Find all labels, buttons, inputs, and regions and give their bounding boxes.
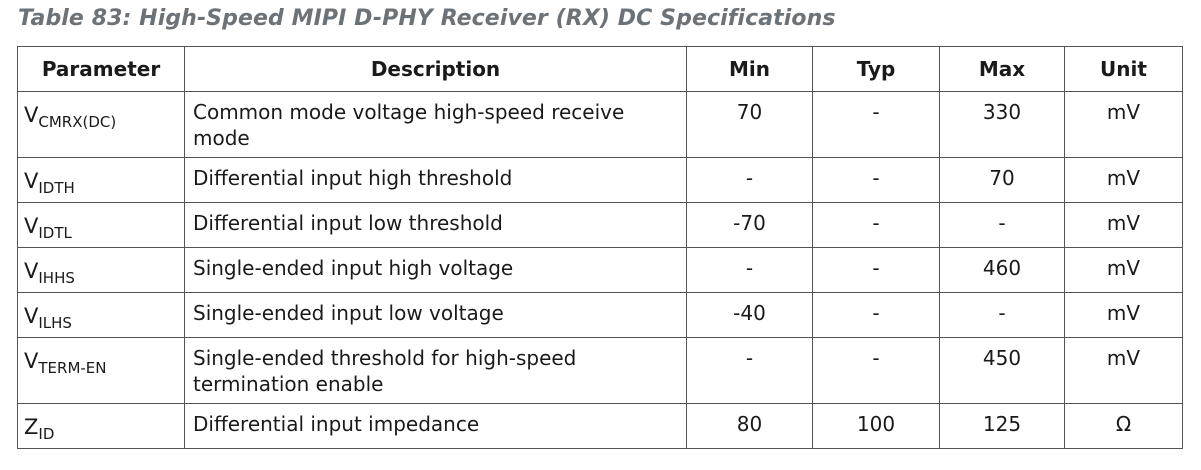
parameter-subscript: IDTL	[38, 224, 72, 242]
parameter-cell: VIDTL	[17, 202, 185, 248]
unit-cell: mV	[1064, 157, 1183, 203]
header-parameter: Parameter	[17, 46, 185, 92]
table-row: VIHHS Single-ended input high voltage - …	[17, 247, 1183, 293]
table-caption: Table 83: High-Speed MIPI D-PHY Receiver…	[18, 6, 836, 31]
parameter-symbol: V	[24, 169, 39, 193]
parameter-cell: VTERM-EN	[17, 337, 185, 404]
table-row: VTERM-EN Single-ended threshold for high…	[17, 337, 1183, 404]
header-row: Parameter Description Min Typ Max Unit	[17, 46, 1183, 92]
min-cell: -	[686, 247, 813, 293]
description-cell: Single-ended threshold for high-speed te…	[184, 337, 687, 404]
min-cell: -	[686, 157, 813, 203]
min-cell: -40	[686, 292, 813, 338]
table-row: ZID Differential input impedance 80 100 …	[17, 403, 1183, 449]
parameter-subscript: IHHS	[38, 269, 75, 287]
parameter-symbol: V	[24, 259, 39, 283]
parameter-subscript: TERM-EN	[38, 359, 107, 377]
parameter-subscript: ID	[38, 425, 55, 443]
max-cell: 450	[939, 337, 1065, 404]
description-cell: Common mode voltage high-speed receive m…	[184, 91, 687, 158]
typ-cell: -	[812, 157, 940, 203]
parameter-symbol: V	[24, 349, 39, 373]
typ-cell: -	[812, 337, 940, 404]
unit-cell: mV	[1064, 247, 1183, 293]
description-cell: Single-ended input low voltage	[184, 292, 687, 338]
max-cell: 70	[939, 157, 1065, 203]
header-max: Max	[939, 46, 1065, 92]
parameter-subscript: ILHS	[38, 314, 72, 332]
max-cell: 125	[939, 403, 1065, 449]
parameter-cell: VIHHS	[17, 247, 185, 293]
parameter-cell: ZID	[17, 403, 185, 449]
unit-cell: mV	[1064, 91, 1183, 158]
unit-cell: Ω	[1064, 403, 1183, 449]
table-row: VILHS Single-ended input low voltage -40…	[17, 292, 1183, 338]
header-description: Description	[184, 46, 687, 92]
table-row: VIDTH Differential input high threshold …	[17, 157, 1183, 203]
max-cell: -	[939, 202, 1065, 248]
parameter-symbol: V	[24, 214, 39, 238]
typ-cell: -	[812, 91, 940, 158]
description-cell: Differential input impedance	[184, 403, 687, 449]
typ-cell: -	[812, 202, 940, 248]
typ-cell: -	[812, 292, 940, 338]
parameter-subscript: CMRX(DC)	[38, 113, 117, 131]
min-cell: 80	[686, 403, 813, 449]
max-cell: 330	[939, 91, 1065, 158]
min-cell: -	[686, 337, 813, 404]
min-cell: 70	[686, 91, 813, 158]
description-cell: Differential input low threshold	[184, 202, 687, 248]
description-cell: Single-ended input high voltage	[184, 247, 687, 293]
parameter-cell: VIDTH	[17, 157, 185, 203]
unit-cell: mV	[1064, 337, 1183, 404]
parameter-subscript: IDTH	[38, 179, 75, 197]
max-cell: -	[939, 292, 1065, 338]
unit-cell: mV	[1064, 292, 1183, 338]
min-cell: -70	[686, 202, 813, 248]
parameter-symbol: V	[24, 304, 39, 328]
header-min: Min	[686, 46, 813, 92]
parameter-symbol: Z	[24, 415, 39, 439]
table-row: VCMRX(DC) Common mode voltage high-speed…	[17, 91, 1183, 158]
table-row: VIDTL Differential input low threshold -…	[17, 202, 1183, 248]
unit-cell: mV	[1064, 202, 1183, 248]
description-cell: Differential input high threshold	[184, 157, 687, 203]
header-unit: Unit	[1064, 46, 1183, 92]
parameter-symbol: V	[24, 103, 39, 127]
parameter-cell: VILHS	[17, 292, 185, 338]
header-typ: Typ	[812, 46, 940, 92]
max-cell: 460	[939, 247, 1065, 293]
typ-cell: 100	[812, 403, 940, 449]
typ-cell: -	[812, 247, 940, 293]
spec-table: Parameter Description Min Typ Max Unit V…	[17, 46, 1183, 449]
parameter-cell: VCMRX(DC)	[17, 91, 185, 158]
